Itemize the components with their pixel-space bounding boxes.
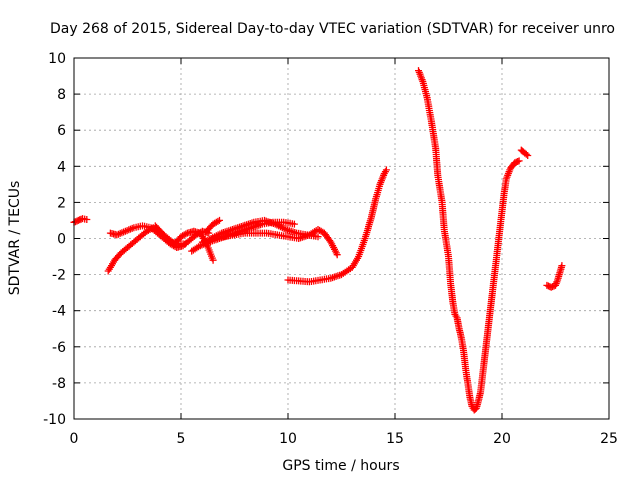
y-tick-label: -6 <box>52 340 66 356</box>
data-point <box>214 217 222 225</box>
y-tick-label: -8 <box>52 376 66 392</box>
tick-labels: 0 5 10 15 20 25 -10 -8 -6 -4 -2 0 2 4 6 8 10 <box>43 51 618 447</box>
y-tick-label: 10 <box>48 51 66 67</box>
plot-frame <box>73 57 610 420</box>
y-tick-label: -10 <box>43 412 66 428</box>
y-tick-label: 0 <box>57 232 66 248</box>
y-tick-label: 4 <box>57 159 66 175</box>
data-point <box>515 157 523 165</box>
y-tick-label: 2 <box>57 195 66 211</box>
x-tick-label: 20 <box>493 431 511 447</box>
data-point <box>314 233 322 241</box>
y-axis-label: SDTVAR / TECUs <box>7 181 23 296</box>
data-point <box>216 216 223 224</box>
y-tick-label: -2 <box>52 268 66 284</box>
x-tick-label: 10 <box>279 431 297 447</box>
data-point <box>522 150 530 158</box>
grid-lines <box>74 58 609 419</box>
y-tick-label: 8 <box>57 87 66 103</box>
x-axis-label: GPS time / hours <box>282 458 399 474</box>
x-tick-label: 0 <box>70 431 79 447</box>
data-point <box>558 262 566 270</box>
x-tick-label: 5 <box>177 431 186 447</box>
x-tick-label: 15 <box>386 431 404 447</box>
data-point <box>182 230 190 238</box>
data-point <box>382 166 390 174</box>
y-tick-label: -4 <box>52 304 66 320</box>
data-point <box>524 152 532 159</box>
y-tick-label: 6 <box>57 123 66 139</box>
x-tick-label: 25 <box>600 431 618 447</box>
data-point <box>83 216 91 223</box>
chart-title: Day 268 of 2015, Sidereal Day-to-day VTE… <box>50 21 615 37</box>
data-points <box>70 67 566 414</box>
data-point <box>333 251 341 259</box>
data-point <box>209 256 217 264</box>
data-point <box>290 220 298 228</box>
